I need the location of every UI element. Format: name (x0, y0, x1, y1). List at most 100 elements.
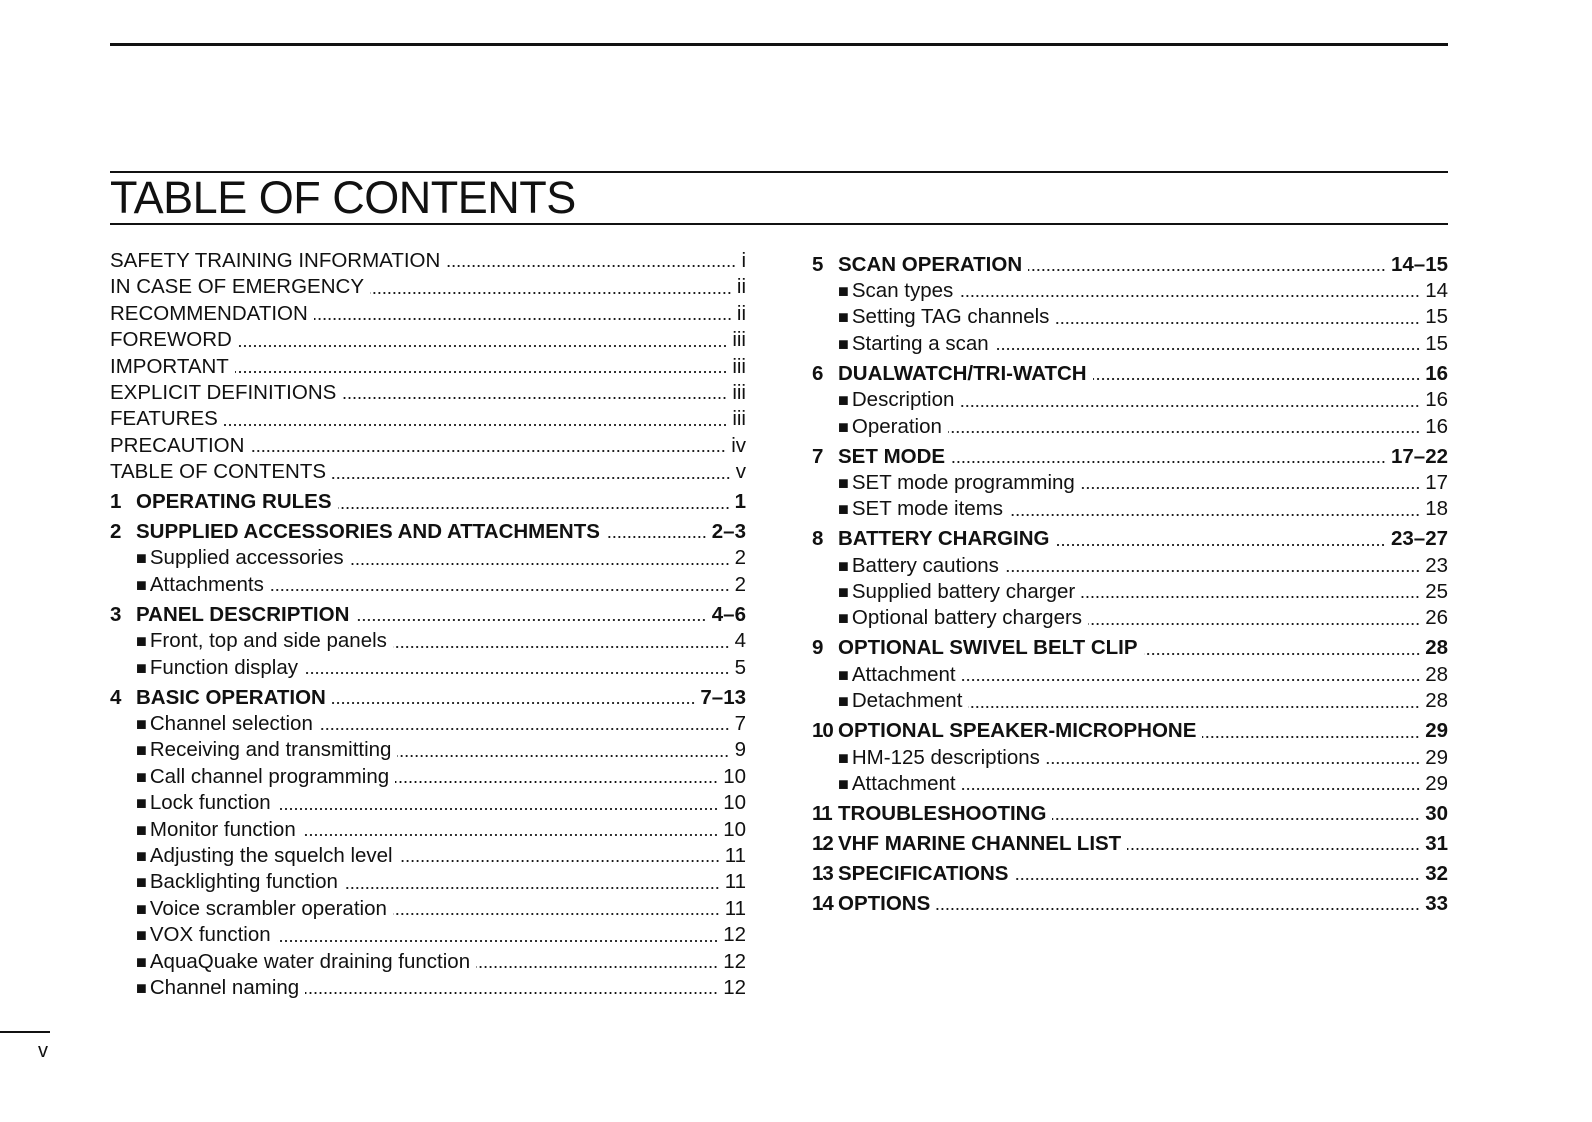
toc-entry[interactable]: FEATURES iii (110, 406, 746, 432)
entry-label: Detachment (851, 689, 963, 713)
entry-page-number: 1 (734, 490, 746, 514)
toc-subentry[interactable]: ■ Operation 16 (812, 414, 1448, 440)
dot-leader (250, 449, 727, 454)
page-title: TABLE OF CONTENTS (110, 172, 576, 223)
dot-leader (304, 671, 730, 676)
toc-subentry[interactable]: ■ Starting a scan 15 (812, 331, 1448, 357)
dot-leader (1004, 569, 1421, 574)
entry-label: IN CASE OF EMERGENCY (110, 275, 365, 299)
toc-entry[interactable]: EXPLICIT DEFINITIONS iii (110, 380, 746, 406)
toc-subentry[interactable]: ■ Voice scrambler operation 11 (110, 896, 746, 922)
toc-subentry[interactable]: ■ Attachments 2 (110, 572, 746, 598)
toc-entry[interactable]: FOREWORD iii (110, 327, 746, 353)
entry-label: BATTERY CHARGING (838, 527, 1050, 551)
square-bullet-icon: ■ (136, 977, 147, 998)
entry-label: Receiving and transmitting (149, 738, 392, 762)
toc-subentry[interactable]: ■ Optional battery chargers 26 (812, 605, 1448, 631)
toc-section-entry[interactable]: 3 PANEL DESCRIPTION 4–6 (110, 602, 746, 628)
toc-entry[interactable]: IN CASE OF EMERGENCY ii (110, 274, 746, 300)
square-bullet-icon: ■ (136, 740, 147, 761)
toc-entry[interactable]: IMPORTANT iii (110, 354, 746, 380)
entry-label: SUPPLIED ACCESSORIES AND ATTACHMENTS (136, 520, 600, 544)
entry-label: Channel selection (149, 712, 313, 736)
entry-label: SET mode programming (851, 470, 1075, 494)
square-bullet-icon: ■ (136, 819, 147, 840)
toc-section-entry[interactable]: 7 SET MODE 17–22 (812, 444, 1448, 470)
entry-label: Voice scrambler operation (149, 896, 387, 920)
entry-label: IMPORTANT (110, 354, 229, 378)
toc-entry[interactable]: PRECAUTION iv (110, 433, 746, 459)
square-bullet-icon: ■ (838, 582, 849, 603)
toc-entry[interactable]: SAFETY TRAINING INFORMATION i (110, 248, 746, 274)
toc-section-entry[interactable]: 10 OPTIONAL SPEAKER-MICROPHONE 29 (812, 718, 1448, 744)
toc-section-entry[interactable]: 8 BATTERY CHARGING 23–27 (812, 526, 1448, 552)
toc-section-entry[interactable]: 13 SPECIFICATIONS 32 (812, 861, 1448, 887)
entry-label: Attachment (851, 662, 956, 686)
section-number: 11 (812, 801, 833, 825)
toc-subentry[interactable]: ■ HM-125 descriptions 29 (812, 745, 1448, 771)
dot-leader (947, 429, 1421, 434)
entry-label: Function display (149, 655, 299, 679)
toc-subentry[interactable]: ■ Setting TAG channels 15 (812, 304, 1448, 330)
toc-subentry[interactable]: ■ SET mode programming 17 (812, 470, 1448, 496)
toc-subentry[interactable]: ■ Monitor function 10 (110, 817, 746, 843)
toc-subentry[interactable]: ■ Front, top and side panels 4 (110, 628, 746, 654)
entry-label: HM-125 descriptions (851, 745, 1040, 769)
toc-subentry[interactable]: ■ Description 16 (812, 387, 1448, 413)
toc-section-entry[interactable]: 12 VHF MARINE CHANNEL LIST 31 (812, 831, 1448, 857)
entry-page-number: 4–6 (711, 602, 746, 626)
toc-subentry[interactable]: ■ Channel selection 7 (110, 711, 746, 737)
toc-subentry[interactable]: ■ Supplied accessories 2 (110, 545, 746, 571)
toc-section-entry[interactable]: 9 OPTIONAL SWIVEL BELT CLIP 28 (812, 635, 1448, 661)
square-bullet-icon: ■ (838, 390, 849, 411)
toc-subentry[interactable]: ■ Call channel programming 10 (110, 764, 746, 790)
toc-subentry[interactable]: ■ Scan types 14 (812, 278, 1448, 304)
entry-label: OPERATING RULES (136, 490, 332, 514)
toc-subentry[interactable]: ■ Supplied battery charger 25 (812, 579, 1448, 605)
square-bullet-icon: ■ (838, 280, 849, 301)
entry-page-number: 23 (1425, 553, 1448, 577)
dot-leader (1028, 267, 1386, 272)
entry-label: Attachment (851, 771, 956, 795)
toc-subentry[interactable]: ■ Receiving and transmitting 9 (110, 737, 746, 763)
square-bullet-icon: ■ (136, 574, 147, 595)
square-bullet-icon: ■ (136, 898, 147, 919)
toc-subentry[interactable]: ■ Battery cautions 23 (812, 553, 1448, 579)
square-bullet-icon: ■ (838, 555, 849, 576)
toc-section-entry[interactable]: 5 SCAN OPERATION 14–15 (812, 252, 1448, 278)
entry-page-number: 32 (1425, 861, 1448, 885)
toc-subentry[interactable]: ■ VOX function 12 (110, 922, 746, 948)
square-bullet-icon: ■ (838, 608, 849, 629)
toc-entry[interactable]: TABLE OF CONTENTS v (110, 459, 746, 485)
toc-subentry[interactable]: ■ Lock function 10 (110, 790, 746, 816)
toc-subentry[interactable]: ■ Adjusting the squelch level 11 (110, 843, 746, 869)
toc-section-entry[interactable]: 14 OPTIONS 33 (812, 891, 1448, 917)
toc-subentry[interactable]: ■ Attachment 29 (812, 771, 1448, 797)
toc-section-entry[interactable]: 1 OPERATING RULES 1 (110, 489, 746, 515)
toc-section-entry[interactable]: 2 SUPPLIED ACCESSORIES AND ATTACHMENTS 2–3 (110, 519, 746, 545)
toc-subentry[interactable]: ■ Function display 5 (110, 655, 746, 681)
square-bullet-icon: ■ (838, 472, 849, 493)
entry-label: Description (851, 388, 955, 412)
square-bullet-icon: ■ (136, 766, 147, 787)
toc-subentry[interactable]: ■ SET mode items 18 (812, 496, 1448, 522)
toc-entry[interactable]: RECOMMENDATION ii (110, 301, 746, 327)
dot-leader (392, 644, 730, 649)
section-number: 12 (812, 831, 834, 855)
entry-label: SET mode items (851, 497, 1004, 521)
toc-subentry[interactable]: ■ Channel naming 12 (110, 975, 746, 1001)
toc-section-entry[interactable]: 11 TROUBLESHOOTING 30 (812, 801, 1448, 827)
toc-subentry[interactable]: ■ Detachment 28 (812, 688, 1448, 714)
dot-leader (269, 588, 730, 593)
toc-subentry[interactable]: ■ AquaQuake water draining function 12 (110, 949, 746, 975)
toc-section-entry[interactable]: 6 DUALWATCH/TRI-WATCH 16 (812, 361, 1448, 387)
dot-leader (349, 561, 730, 566)
dot-leader (343, 885, 720, 890)
entry-page-number: 17 (1425, 470, 1448, 494)
section-number: 4 (110, 685, 121, 709)
entry-page-number: i (741, 249, 746, 272)
dot-leader (961, 678, 1421, 683)
toc-section-entry[interactable]: 4 BASIC OPERATION 7–13 (110, 685, 746, 711)
toc-subentry[interactable]: ■ Attachment 28 (812, 662, 1448, 688)
toc-subentry[interactable]: ■ Backlighting function 11 (110, 869, 746, 895)
